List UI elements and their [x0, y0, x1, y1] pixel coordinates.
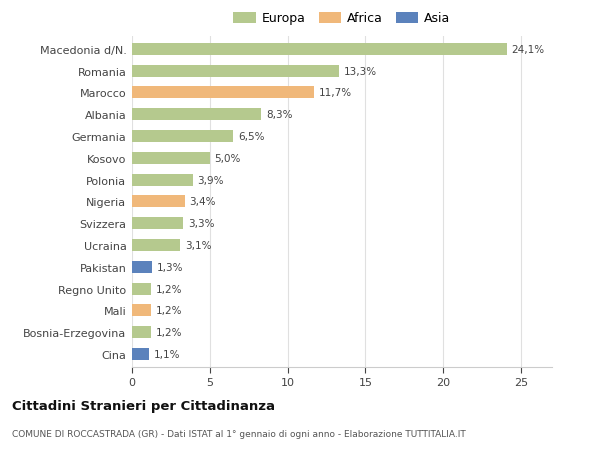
Bar	[132, 283, 151, 295]
Bar	[132, 131, 233, 143]
Bar	[132, 44, 507, 56]
Bar	[132, 174, 193, 186]
Text: 3,3%: 3,3%	[188, 218, 215, 229]
Text: 11,7%: 11,7%	[319, 88, 352, 98]
Bar	[132, 326, 151, 338]
Legend: Europa, Africa, Asia: Europa, Africa, Asia	[231, 10, 453, 28]
Bar	[132, 87, 314, 99]
Text: 1,1%: 1,1%	[154, 349, 180, 359]
Text: Cittadini Stranieri per Cittadinanza: Cittadini Stranieri per Cittadinanza	[12, 399, 275, 412]
Text: COMUNE DI ROCCASTRADA (GR) - Dati ISTAT al 1° gennaio di ogni anno - Elaborazion: COMUNE DI ROCCASTRADA (GR) - Dati ISTAT …	[12, 429, 466, 438]
Text: 1,2%: 1,2%	[155, 327, 182, 337]
Text: 1,2%: 1,2%	[155, 284, 182, 294]
Bar	[132, 66, 339, 78]
Text: 13,3%: 13,3%	[344, 67, 377, 77]
Text: 3,9%: 3,9%	[197, 175, 224, 185]
Bar	[132, 218, 184, 230]
Text: 1,2%: 1,2%	[155, 306, 182, 316]
Bar	[132, 109, 261, 121]
Text: 6,5%: 6,5%	[238, 132, 264, 142]
Text: 5,0%: 5,0%	[214, 153, 241, 163]
Text: 24,1%: 24,1%	[512, 45, 545, 55]
Bar	[132, 348, 149, 360]
Bar	[132, 240, 180, 252]
Text: 8,3%: 8,3%	[266, 110, 292, 120]
Bar	[132, 261, 152, 273]
Text: 3,4%: 3,4%	[190, 197, 216, 207]
Bar	[132, 152, 210, 164]
Text: 3,1%: 3,1%	[185, 241, 211, 251]
Bar	[132, 305, 151, 317]
Bar	[132, 196, 185, 208]
Text: 1,3%: 1,3%	[157, 262, 184, 272]
